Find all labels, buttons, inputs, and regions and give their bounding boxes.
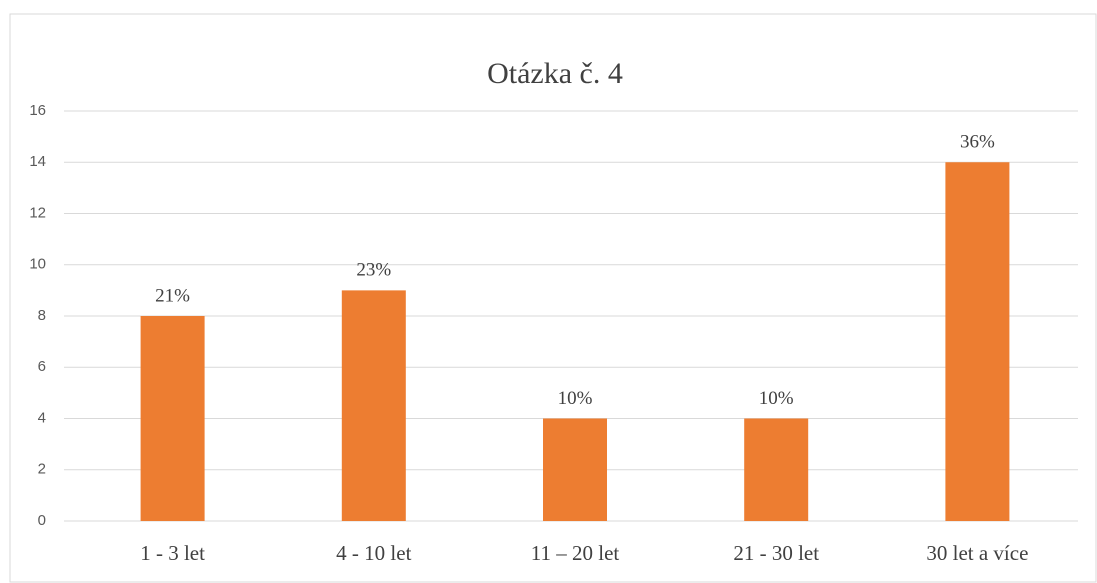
y-tick-label: 16: [29, 102, 46, 119]
y-tick-label: 12: [29, 204, 46, 221]
x-tick-label: 21 - 30 let: [733, 541, 819, 565]
y-tick-label: 6: [38, 358, 46, 375]
data-label: 21%: [155, 285, 190, 306]
data-label: 10%: [558, 388, 593, 409]
y-tick-label: 14: [29, 153, 46, 170]
data-label: 36%: [960, 132, 995, 153]
y-tick-label: 8: [38, 307, 46, 324]
x-tick-label: 30 let a více: [926, 541, 1028, 565]
x-tick-label: 4 - 10 let: [336, 541, 411, 565]
y-tick-label: 4: [38, 409, 46, 426]
bar: [543, 418, 607, 521]
y-tick-label: 0: [38, 512, 46, 529]
data-label: 10%: [759, 388, 794, 409]
chart-title: Otázka č. 4: [487, 57, 623, 90]
bar: [341, 290, 406, 521]
data-label: 23%: [356, 260, 391, 281]
x-tick-label: 11 – 20 let: [531, 541, 620, 565]
x-tick-label: 1 - 3 let: [140, 541, 205, 565]
y-tick-label: 10: [29, 256, 46, 273]
bar: [140, 316, 205, 521]
bar: [945, 162, 1010, 521]
bar: [744, 418, 809, 521]
y-tick-label: 2: [38, 461, 46, 478]
